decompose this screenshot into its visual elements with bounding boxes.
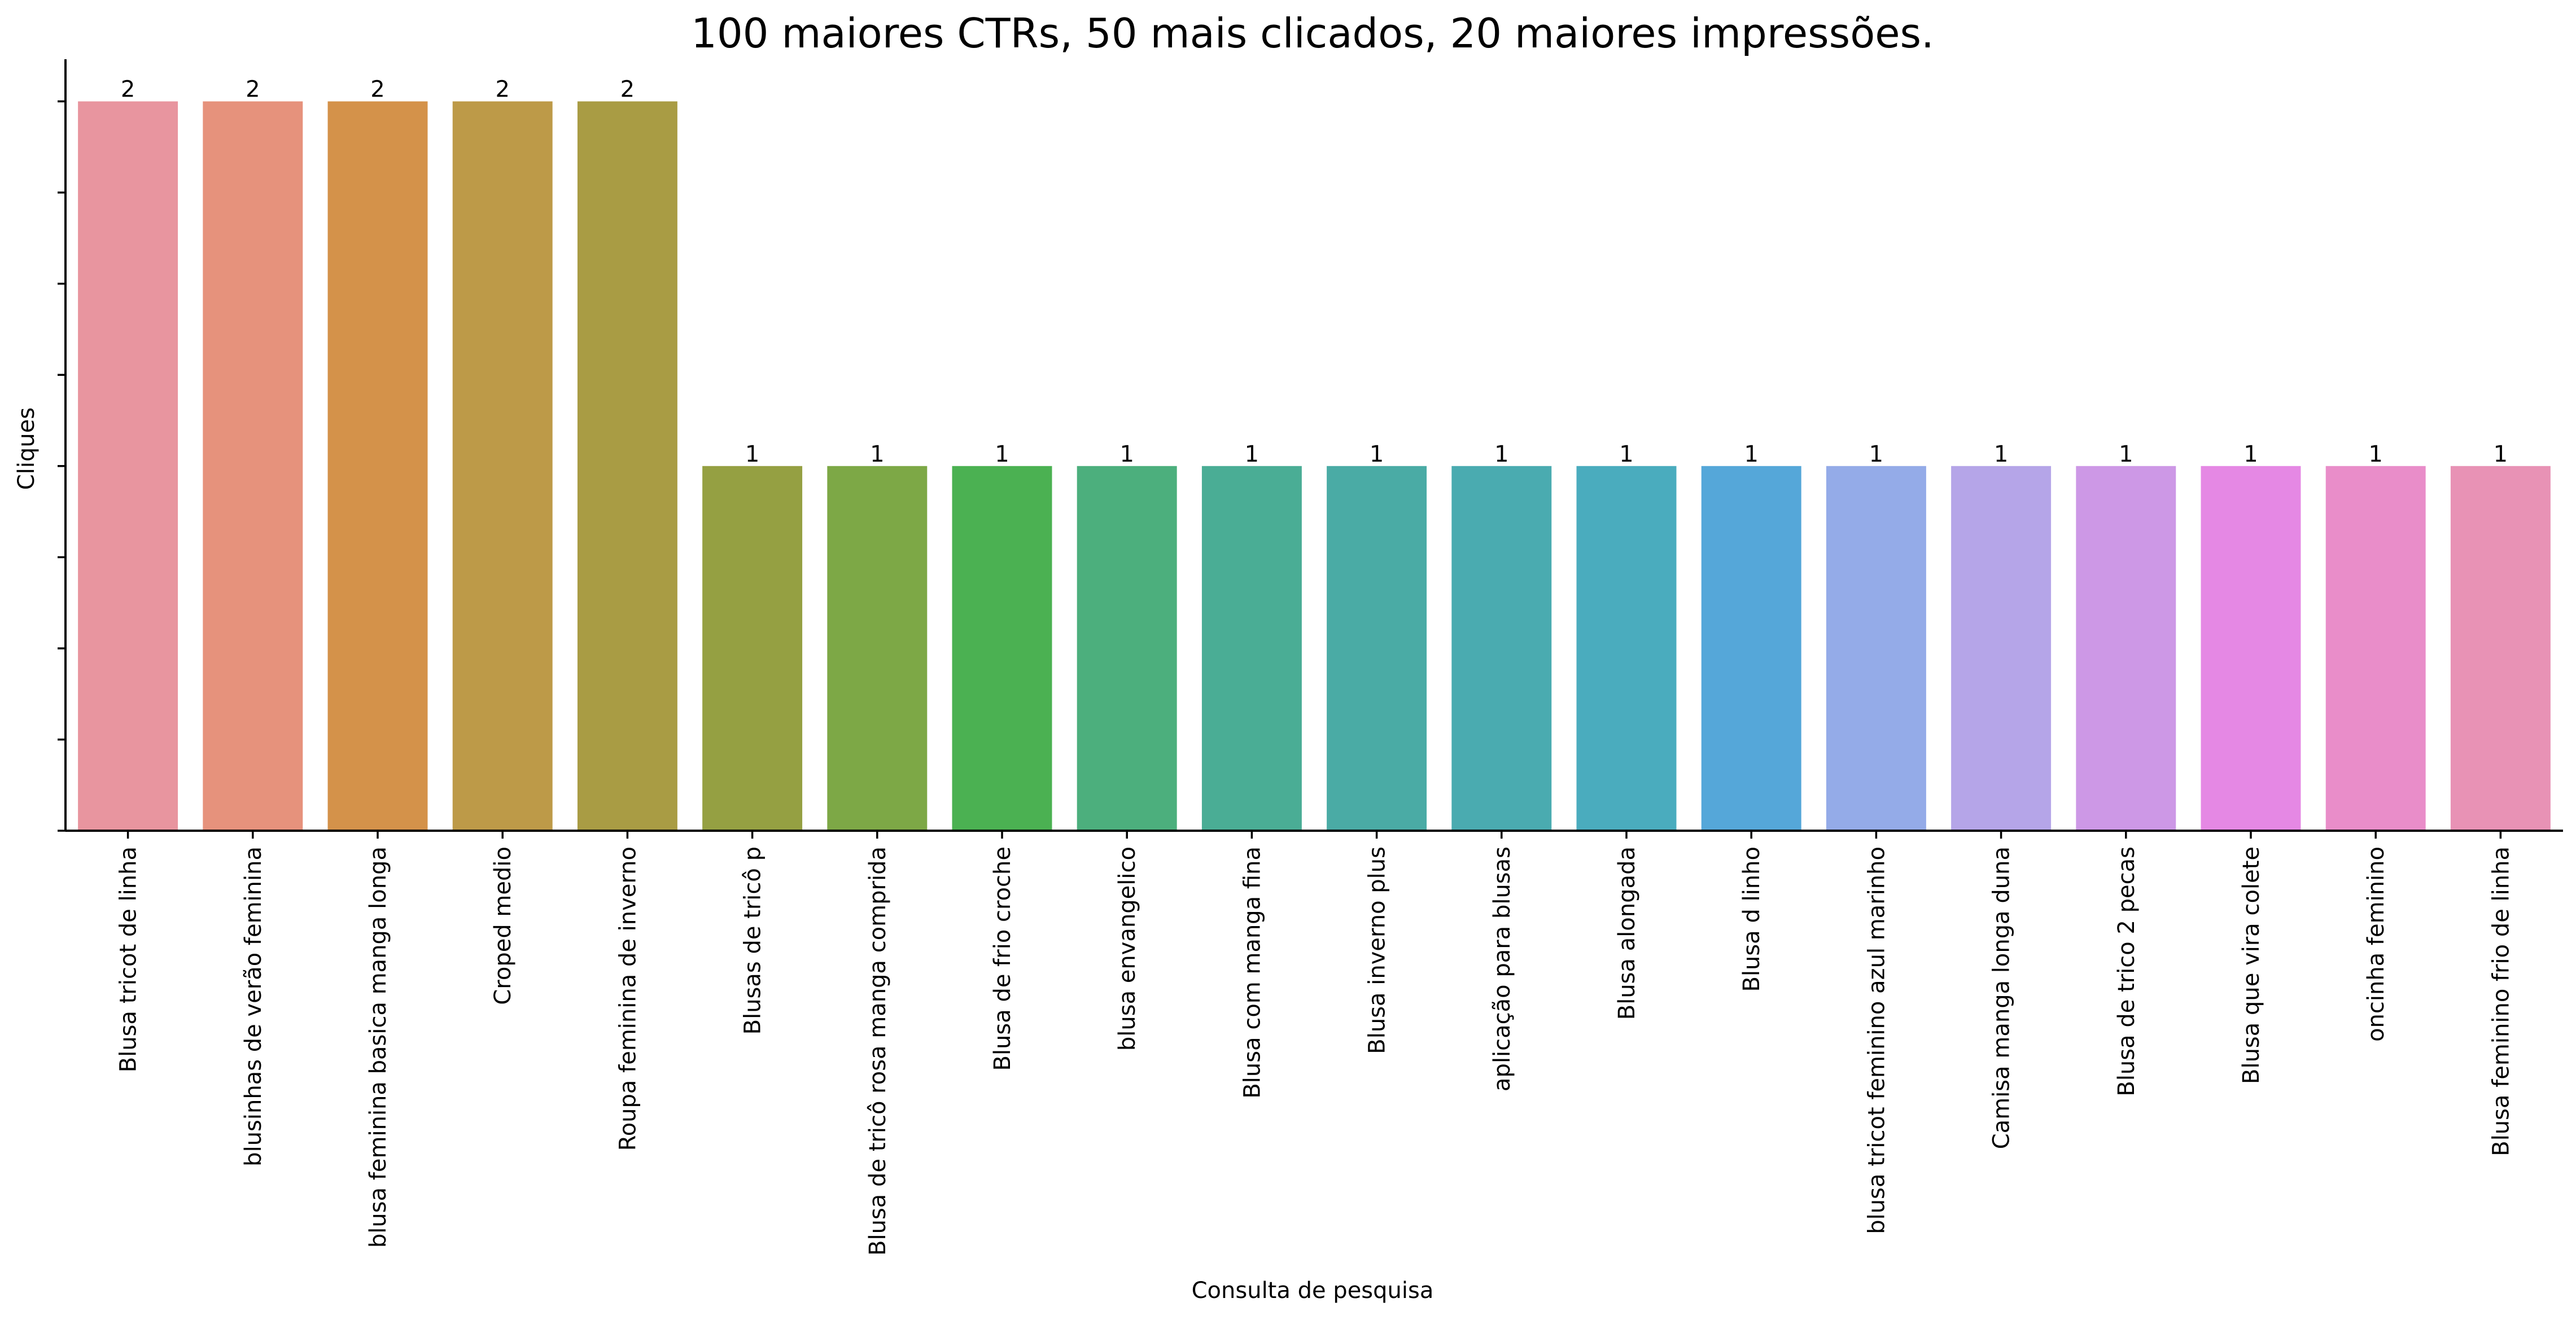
data-label: 2: [620, 77, 635, 103]
data-labels-group: 2 2 2 2 2 1 1 1 1 1 1 1 1 1 1 1 1 1 1 1: [121, 77, 2508, 467]
data-label: 1: [2243, 441, 2258, 467]
bar: [2325, 466, 2426, 831]
bar: [1576, 466, 1677, 831]
chart-title: 100 maiores CTRs, 50 mais clicados, 20 m…: [691, 10, 1934, 57]
data-label: 1: [1119, 441, 1134, 467]
bar: [1077, 466, 1177, 831]
x-axis-ticks: Blusa tricot de linha blusinhas de verão …: [116, 831, 2514, 1256]
data-label: 2: [246, 77, 260, 103]
data-label: 1: [1994, 441, 2008, 467]
x-tick-label: Croped medio: [490, 847, 516, 1005]
bar: [1327, 466, 1427, 831]
data-label: 1: [2368, 441, 2382, 467]
data-label: 1: [1619, 441, 1633, 467]
bar: [827, 466, 928, 831]
x-tick-label: blusa envangelico: [1114, 847, 1140, 1051]
bar: [1201, 466, 1302, 831]
bar: [577, 101, 677, 831]
x-tick-label: Blusa que vira colete: [2238, 847, 2264, 1084]
x-tick-label: Blusas de tricô p: [740, 847, 766, 1034]
bar: [1951, 466, 2052, 831]
bars-group: [78, 101, 2551, 831]
data-label: 1: [1245, 441, 1259, 467]
data-label: 2: [121, 77, 135, 103]
x-tick-label: Blusa com manga fina: [1239, 847, 1265, 1099]
data-label: 2: [370, 77, 384, 103]
bar: [2450, 466, 2551, 831]
x-tick-label: blusa tricot feminino azul marinho: [1864, 847, 1890, 1234]
data-label: 1: [1494, 441, 1508, 467]
x-tick-label: Blusa feminino frio de linha: [2488, 847, 2514, 1156]
x-tick-label: blusa feminina basica manga longa: [365, 847, 391, 1248]
bar: [952, 466, 1052, 831]
x-tick-label: Blusa alongada: [1614, 847, 1640, 1020]
x-tick-label: oncinha feminino: [2363, 847, 2389, 1042]
bar: [1451, 466, 1552, 831]
data-label: 1: [2494, 441, 2508, 467]
data-label: 1: [1869, 441, 1883, 467]
data-label: 1: [745, 441, 759, 467]
x-tick-label: aplicação para blusas: [1489, 847, 1515, 1091]
bar: [327, 101, 428, 831]
bar: [702, 466, 803, 831]
bar: [2201, 466, 2301, 831]
x-tick-label: Blusa de frio croche: [990, 847, 1016, 1071]
x-tick-label: Blusa inverno plus: [1364, 847, 1390, 1054]
data-label: 1: [870, 441, 884, 467]
x-tick-label: Blusa de trico 2 pecas: [2114, 847, 2140, 1097]
data-label: 1: [1744, 441, 1758, 467]
bar: [78, 101, 178, 831]
bar: [2076, 466, 2176, 831]
data-label: 1: [1370, 441, 1384, 467]
y-axis-label: Cliques: [14, 407, 40, 490]
x-tick-label: Blusa de tricô rosa manga comprida: [865, 847, 891, 1256]
y-axis-ticks: [58, 100, 65, 832]
x-tick-label: blusinhas de verão feminina: [240, 847, 266, 1166]
data-label: 1: [2119, 441, 2133, 467]
x-tick-label: Blusa d linho: [1739, 847, 1765, 992]
bar: [1701, 466, 1801, 831]
data-label: 2: [495, 77, 509, 103]
x-tick-label: Blusa tricot de linha: [116, 847, 142, 1072]
bar: [452, 101, 553, 831]
x-tick-label: Roupa feminina de inverno: [615, 847, 641, 1151]
bar: [203, 101, 303, 831]
x-tick-label: Camisa manga longa duna: [1989, 847, 2015, 1149]
data-label: 1: [995, 441, 1009, 467]
x-axis-label: Consulta de pesquisa: [1192, 1278, 1434, 1304]
bar: [1826, 466, 1926, 831]
